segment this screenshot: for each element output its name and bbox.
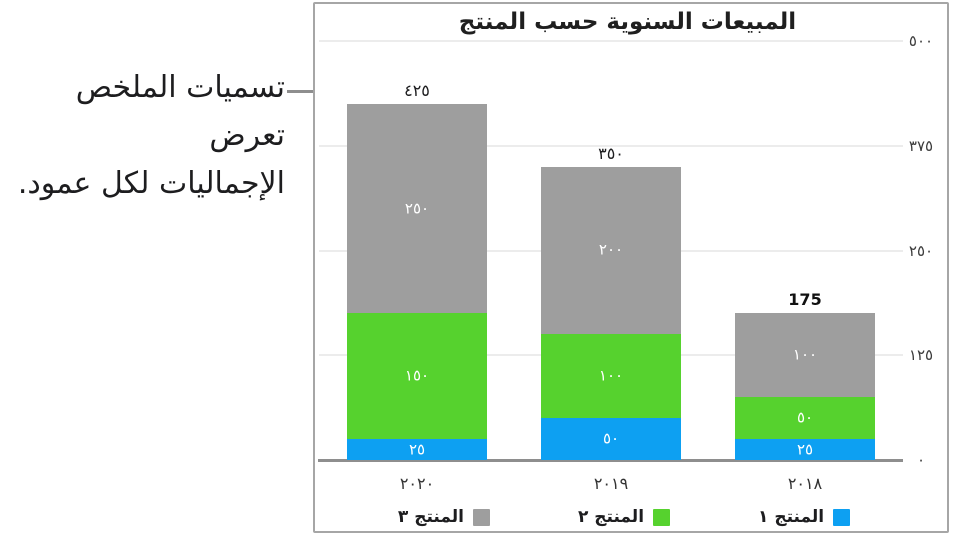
bar-segment: ١٥٠: [347, 313, 487, 440]
legend-entry: المنتج ٢: [577, 506, 671, 528]
summary-total-label: ٤٢٥: [404, 80, 430, 100]
bar-segment: ٢٥٠: [347, 103, 487, 314]
segment-value-label: ٢٥: [408, 440, 426, 459]
x-category-label: ٢٠٢٠: [399, 474, 435, 493]
chart-title: المبيعات السنوية حسب المنتج: [458, 9, 797, 35]
gridline-500: [319, 40, 903, 42]
legend-swatch-icon: [833, 508, 851, 526]
y-tick-label-125: ١٢٥: [908, 346, 934, 365]
x-category-label: ٢٠١٨: [787, 474, 823, 493]
gridline-375: [319, 144, 903, 147]
annotation-text: تسميات الملخص تعرض الإجماليات لكل عمود.: [5, 64, 285, 208]
bar-segment: ٢٠٠: [541, 166, 681, 335]
segment-value-label: ٢٥: [796, 440, 814, 459]
bar-segment: ٢٥: [735, 439, 875, 460]
annotation-line-1: تسميات الملخص تعرض: [75, 70, 285, 153]
legend-label: المنتج ١: [758, 507, 825, 527]
segment-value-label: ٥٠: [602, 429, 620, 448]
x-axis-line: [318, 459, 903, 462]
y-tick-label-250: ٢٥٠: [908, 241, 934, 260]
segment-value-label: ١٥٠: [404, 366, 430, 385]
legend-label: المنتج ٢: [577, 507, 645, 527]
y-tick-label-0: ٠: [916, 451, 926, 469]
segment-value-label: ٢٥٠: [404, 199, 430, 218]
legend-label: المنتج ٣: [397, 507, 464, 527]
legend-swatch-icon: [472, 508, 490, 526]
bar-segment: ٥٠: [541, 418, 681, 460]
chart-legend: المنتج ٣ المنتج ٢ المنتج ١: [320, 504, 928, 530]
summary-total-label: 175: [788, 290, 822, 310]
bar-segment: ٢٥: [347, 439, 487, 460]
segment-value-label: ١٠٠: [598, 366, 624, 385]
bar-segment: ٥٠: [735, 397, 875, 440]
segment-value-label: ١٠٠: [792, 345, 818, 364]
bar-segment: ١٠٠: [735, 313, 875, 398]
segment-value-label: ٢٠٠: [598, 241, 624, 260]
x-category-label: ٢٠١٩: [593, 474, 629, 493]
legend-swatch-icon: [653, 508, 671, 526]
bar-segment: ١٠٠: [541, 334, 681, 419]
annotation-line-2: الإجماليات لكل عمود.: [17, 166, 285, 201]
y-tick-label-375: ٣٧٥: [908, 136, 934, 155]
y-tick-label-500: ٥٠٠: [908, 32, 934, 50]
legend-entry: المنتج ١: [758, 506, 851, 528]
summary-total-label: ٣٥٠: [598, 143, 624, 163]
segment-value-label: ٥٠: [796, 408, 814, 427]
legend-entry: المنتج ٣: [398, 506, 490, 528]
